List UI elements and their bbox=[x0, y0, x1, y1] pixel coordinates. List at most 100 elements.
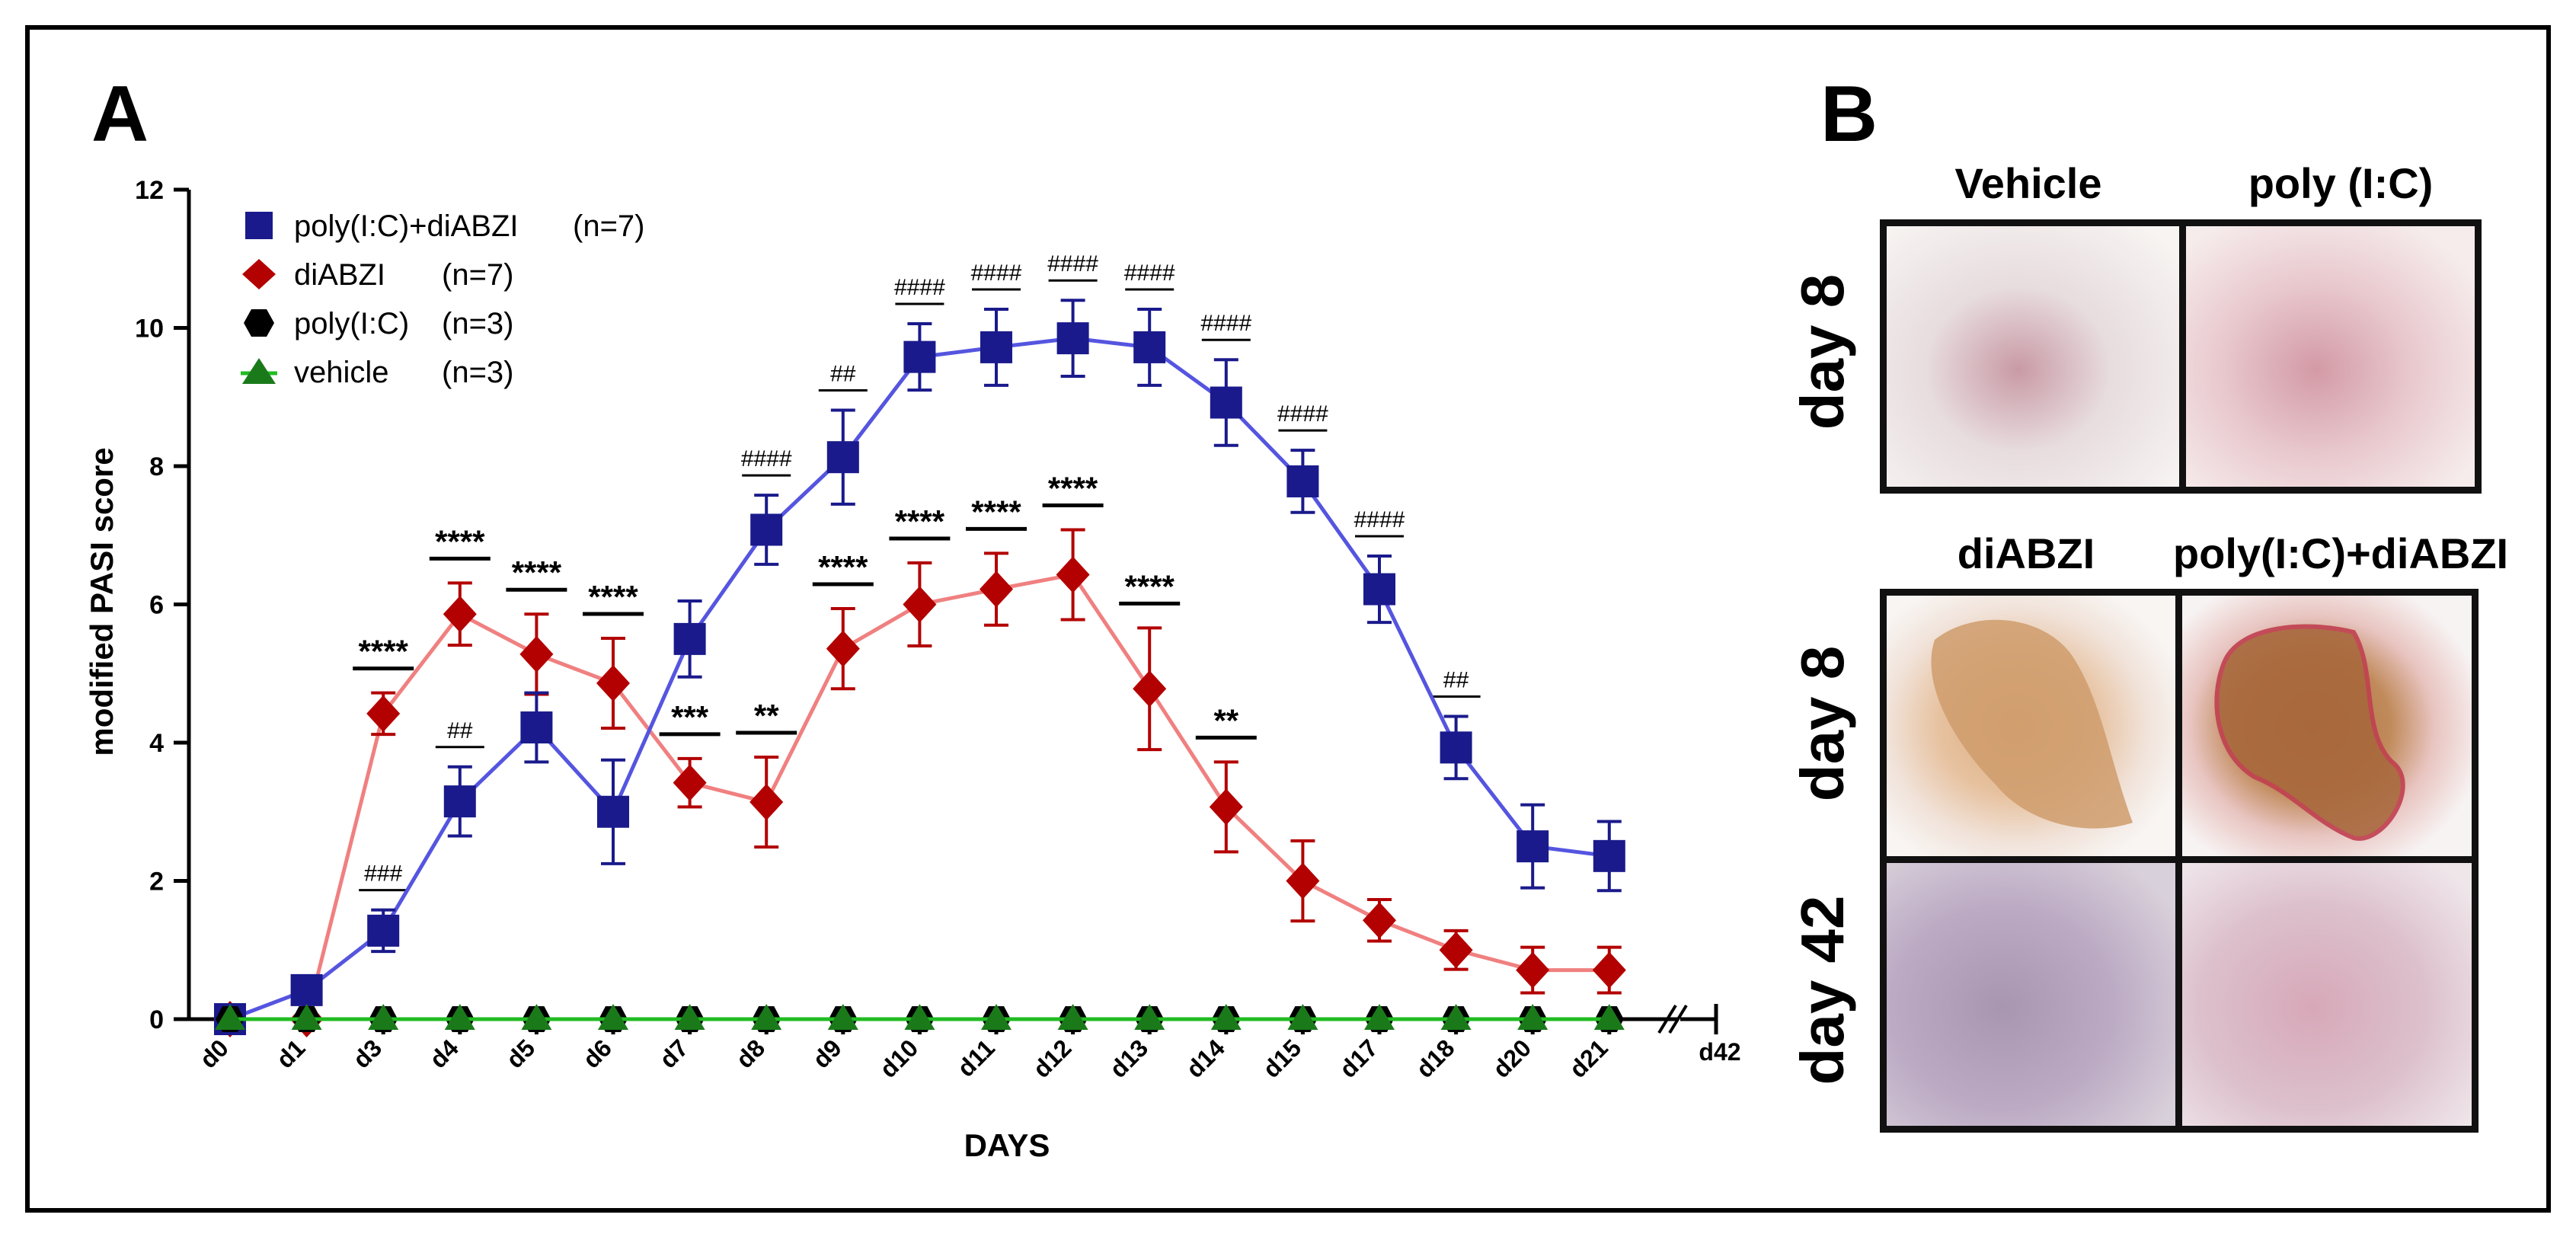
data-point-square bbox=[290, 973, 323, 1006]
data-point-square bbox=[1210, 386, 1242, 419]
significance-stars: **** bbox=[971, 494, 1021, 529]
series-triangle bbox=[215, 1004, 1625, 1030]
significance-hash: #### bbox=[1124, 261, 1175, 286]
significance-stars: **** bbox=[359, 634, 409, 670]
x-tick-label-d5: d5 bbox=[500, 1034, 540, 1073]
data-point-diamond bbox=[1056, 556, 1090, 593]
significance-hash: ### bbox=[364, 861, 402, 887]
data-point-diamond bbox=[443, 596, 477, 633]
x-tick-label-d9: d9 bbox=[807, 1034, 847, 1073]
data-point-triangle bbox=[904, 1004, 935, 1030]
panel-b-label: B bbox=[1820, 70, 1878, 158]
significance-stars: **** bbox=[588, 579, 638, 615]
significance-stars: ** bbox=[1213, 702, 1238, 738]
x-tick-label-d17: d17 bbox=[1334, 1034, 1383, 1082]
significance-hash: #### bbox=[1354, 507, 1405, 532]
y-tick-label: 12 bbox=[135, 176, 164, 205]
panel-a: A d42 DAYS modified PASI score 0 2 4 6 8 10 12… bbox=[84, 70, 1741, 1163]
figure-frame bbox=[25, 25, 2551, 1213]
data-point-square bbox=[367, 914, 400, 947]
x-tick-label-d20: d20 bbox=[1488, 1034, 1536, 1082]
data-point-square bbox=[1056, 322, 1089, 355]
legend-diamond-marker bbox=[242, 259, 276, 289]
x-tick-label-d14: d14 bbox=[1181, 1034, 1230, 1083]
photo-polyic-day8 bbox=[2186, 226, 2475, 487]
data-point-diamond bbox=[1439, 932, 1473, 969]
plot-area bbox=[213, 299, 1626, 1037]
significance-stars: ** bbox=[754, 698, 779, 734]
data-point-diamond bbox=[749, 784, 784, 821]
data-point-square bbox=[443, 785, 476, 818]
x-tick-label-d0: d0 bbox=[194, 1034, 234, 1073]
series-square bbox=[214, 299, 1625, 1035]
data-point-diamond bbox=[980, 571, 1013, 608]
significance-hash: #### bbox=[1200, 311, 1251, 336]
data-point-square bbox=[826, 441, 859, 474]
x-tick-label-d3: d3 bbox=[347, 1034, 387, 1073]
data-point-diamond bbox=[1363, 902, 1396, 939]
data-point-diamond bbox=[519, 635, 554, 673]
y-axis-title: modified PASI score bbox=[84, 447, 120, 756]
data-point-diamond bbox=[1133, 670, 1167, 708]
x-tick-label-d21: d21 bbox=[1564, 1034, 1612, 1082]
legend-label-diabzi: diABZI bbox=[294, 258, 385, 292]
legend-square-marker bbox=[245, 212, 273, 239]
data-point-square bbox=[903, 340, 936, 373]
legend-n-diabzi: (n=7) bbox=[442, 258, 514, 292]
data-point-triangle bbox=[1364, 1004, 1395, 1030]
data-point-square bbox=[1133, 331, 1166, 363]
data-point-triangle bbox=[751, 1004, 782, 1030]
data-point-diamond bbox=[596, 664, 630, 702]
x-axis-title: DAYS bbox=[964, 1127, 1050, 1163]
data-point-triangle bbox=[1057, 1004, 1088, 1030]
legend-triangle-marker bbox=[242, 358, 276, 384]
y-tick-label: 4 bbox=[149, 729, 164, 758]
significance-hash: ## bbox=[830, 361, 856, 386]
significance-stars: **** bbox=[1048, 470, 1098, 506]
legend: poly(I:C)+diABZI (n=7) diABZI (n=7) poly… bbox=[241, 209, 645, 389]
legend-item-diabzi: diABZI (n=7) bbox=[242, 258, 514, 292]
y-axis-ticks: 0 2 4 6 8 10 12 bbox=[135, 176, 189, 1034]
data-point-square bbox=[750, 513, 783, 546]
data-point-square bbox=[597, 795, 629, 828]
legend-label-vehicle: vehicle bbox=[294, 356, 389, 389]
legend-n-combo: (n=7) bbox=[573, 209, 645, 243]
data-point-square bbox=[1286, 465, 1319, 497]
data-point-diamond bbox=[903, 586, 937, 623]
significance-hash: #### bbox=[1277, 401, 1328, 427]
data-point-diamond bbox=[1592, 951, 1626, 989]
legend-hexagon-marker bbox=[244, 309, 274, 337]
y-tick-label: 0 bbox=[149, 1005, 164, 1034]
legend-item-polyic: poly(I:C) (n=3) bbox=[244, 307, 514, 340]
x-tick-label-d18: d18 bbox=[1411, 1034, 1459, 1082]
significance-hash: #### bbox=[1047, 251, 1098, 276]
data-point-square bbox=[1593, 839, 1625, 872]
significance-stars: **** bbox=[435, 523, 485, 559]
significance-hash: ## bbox=[1443, 668, 1469, 693]
significance-stars: **** bbox=[895, 503, 945, 539]
photo-col-label-diabzi: diABZI bbox=[1958, 529, 2095, 577]
data-point-triangle bbox=[215, 1004, 245, 1030]
data-point-square bbox=[980, 331, 1012, 363]
legend-item-combo: poly(I:C)+diABZI (n=7) bbox=[245, 209, 645, 243]
photo-col-label-polyic: poly (I:C) bbox=[2248, 159, 2434, 207]
data-point-diamond bbox=[1516, 951, 1550, 989]
photo-combo-day42 bbox=[2182, 863, 2472, 1126]
data-point-diamond bbox=[826, 630, 860, 667]
photo-row-label-day8-bottom: day 8 bbox=[1788, 646, 1856, 802]
y-tick-label: 8 bbox=[149, 452, 164, 481]
x-tick-label-d10: d10 bbox=[874, 1034, 923, 1082]
legend-n-polyic: (n=3) bbox=[442, 307, 514, 340]
legend-label-polyic: poly(I:C) bbox=[294, 307, 409, 340]
data-point-diamond bbox=[1209, 788, 1243, 826]
x-tick-label-d8: d8 bbox=[730, 1034, 770, 1073]
legend-label-combo: poly(I:C)+diABZI bbox=[294, 209, 519, 243]
data-point-triangle bbox=[674, 1004, 705, 1030]
photo-row-label-day8-top: day 8 bbox=[1788, 274, 1856, 430]
data-point-square bbox=[1440, 731, 1472, 764]
series-diamond bbox=[213, 528, 1626, 1037]
significance-hash: #### bbox=[971, 261, 1022, 286]
data-point-triangle bbox=[1440, 1004, 1472, 1030]
y-tick-label: 6 bbox=[149, 591, 164, 620]
